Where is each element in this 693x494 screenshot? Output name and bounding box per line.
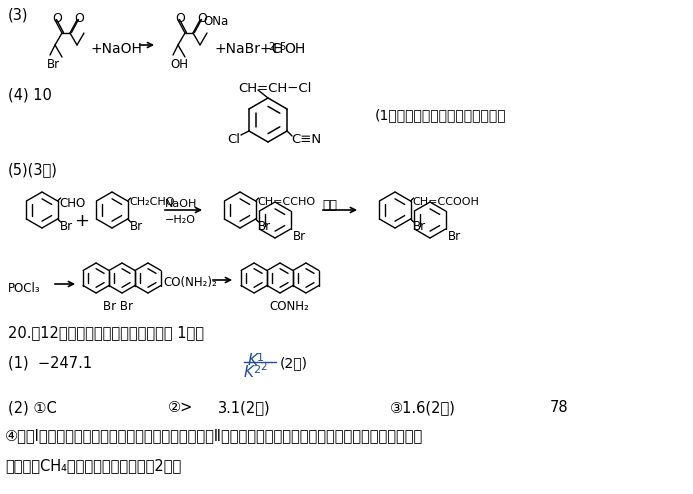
Text: 5: 5 [279,42,286,52]
Text: ③1.6(2分): ③1.6(2分) [390,400,456,415]
Text: CHO: CHO [60,197,86,210]
Text: OH: OH [170,58,188,71]
Text: H: H [273,42,283,56]
Text: 78: 78 [550,400,569,415]
Text: Br: Br [448,230,461,243]
Text: Br Br: Br Br [103,300,133,313]
Text: CH=CCHO: CH=CCHO [258,197,316,207]
Text: +NaOH: +NaOH [90,42,142,56]
Text: (5)(3分): (5)(3分) [8,162,58,177]
Text: (1)  −247.1: (1) −247.1 [8,355,92,370]
Text: C≡N: C≡N [291,133,321,146]
Text: O: O [175,12,185,25]
Text: POCl₃: POCl₃ [8,282,41,295]
Text: 2: 2 [260,362,267,372]
Text: 2: 2 [253,365,260,375]
Text: O: O [52,12,62,25]
Text: ②>: ②> [168,400,193,415]
Text: NaOH: NaOH [165,199,198,209]
Text: Br: Br [47,58,60,71]
Text: (3): (3) [8,8,28,23]
Text: 的升高，CH₄的平衡选择性减小。（2分）: 的升高，CH₄的平衡选择性减小。（2分） [5,458,182,473]
Text: 20.（12分，除标明分值外，其他每空 1分）: 20.（12分，除标明分值外，其他每空 1分） [8,325,204,340]
Text: 氧化: 氧化 [322,199,337,212]
Text: 3.1(2分): 3.1(2分) [218,400,271,415]
Text: −H₂O: −H₂O [165,215,196,225]
Text: Br: Br [60,220,73,233]
Text: K: K [244,365,254,380]
Text: CO(NH₂)₂: CO(NH₂)₂ [163,276,217,289]
Text: CONH₂: CONH₂ [269,300,309,313]
Text: (4) 10: (4) 10 [8,87,52,102]
Text: CH₂CHO: CH₂CHO [130,197,175,207]
Text: (2分): (2分) [280,356,308,370]
Text: ONa: ONa [203,15,228,28]
Text: +NaBr+C: +NaBr+C [215,42,282,56]
Text: Br: Br [130,220,143,233]
Text: O: O [197,12,207,25]
Text: K: K [248,353,258,368]
Text: Br: Br [292,230,306,243]
Text: Cl: Cl [227,133,240,146]
Text: +: + [74,212,89,230]
Text: 1: 1 [257,353,264,363]
Text: (2) ①C: (2) ①C [8,400,57,415]
Text: OH: OH [284,42,305,56]
Text: CH=CH−Cl: CH=CH−Cl [238,82,311,95]
Text: ④反应Ⅰ为放热反应，升高温度，平衡逆向移动；反应Ⅱ为吸热反应，升高温度，平衡正向移动。因此随温度: ④反应Ⅰ为放热反应，升高温度，平衡逆向移动；反应Ⅱ为吸热反应，升高温度，平衡正向… [5,428,423,443]
Text: O: O [74,12,84,25]
Text: (1分，任写一种符合条件的即可）: (1分，任写一种符合条件的即可） [375,108,507,122]
Text: 2: 2 [268,42,274,52]
Text: CH=CCOOH: CH=CCOOH [412,197,480,207]
Text: Br: Br [258,220,271,233]
Text: Br: Br [412,220,426,233]
